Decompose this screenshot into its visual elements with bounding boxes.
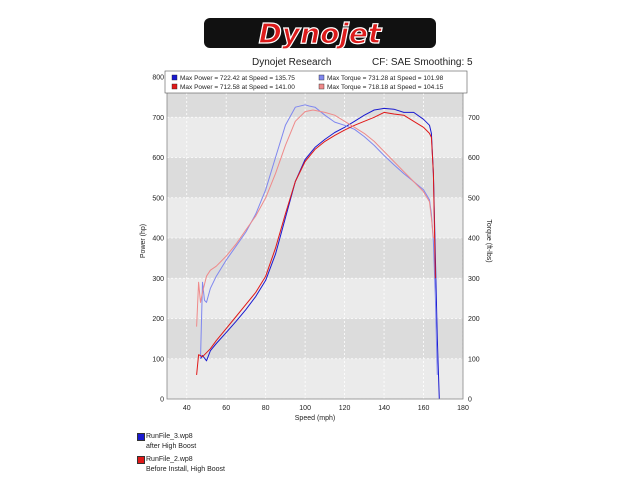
x-tick-label: 140 <box>378 405 390 412</box>
legend-swatch <box>171 83 178 90</box>
dynojet-logo: Dynojet <box>204 16 436 51</box>
series-line-1 <box>200 104 438 375</box>
tick-labels: 40 60 80 100 120 140 160 1800100200300400500600… <box>152 75 479 413</box>
legend: Max Power = 722.42 at Speed = 135.75 Max … <box>164 70 468 94</box>
run2-file-name: RunFile_2.wp8 <box>146 456 193 463</box>
legend-frame <box>164 70 468 94</box>
y-axis-label: Power (hp) <box>140 224 147 258</box>
y2-tick-label: 0 <box>468 397 472 404</box>
legend-entry: Max Torque = 731.28 at Speed = 101.98 <box>327 75 444 82</box>
y2-tick-label: 400 <box>468 236 480 243</box>
x-axis-label: Speed (mph) <box>295 415 335 422</box>
y-tick-label: 700 <box>152 115 164 122</box>
grid-band <box>167 238 463 279</box>
run3-file-name: RunFile_3.wp8 <box>146 433 193 440</box>
series-line-3 <box>196 109 434 327</box>
x-tick-label: 60 <box>222 405 230 412</box>
header-title: Dynojet Research <box>252 57 331 68</box>
y2-tick-label: 200 <box>468 316 480 323</box>
run2-swatch <box>137 456 145 464</box>
y-tick-label: 500 <box>152 195 164 202</box>
legend-swatch <box>171 74 178 81</box>
legend-entry: Max Power = 722.42 at Speed = 135.75 <box>180 75 295 82</box>
y2-axis-label: Torque (ft-lbs) <box>485 219 492 262</box>
logo-text: Dynojet <box>259 17 383 50</box>
x-tick-label: 120 <box>339 405 351 412</box>
legend-swatch <box>318 83 325 90</box>
run3-swatch <box>137 433 145 441</box>
run3-file-note: after High Boost <box>146 443 197 450</box>
grid-band <box>167 318 463 359</box>
x-tick-label: 160 <box>418 405 430 412</box>
y-tick-label: 600 <box>152 155 164 162</box>
dyno-chart: 40 60 80 100 120 140 160 1800100200300400500600… <box>140 57 492 422</box>
x-tick-label: 40 <box>183 405 191 412</box>
file-entry-run3: RunFile_3.wp8 after High Boost <box>137 432 337 455</box>
legend-entry: Max Power = 712.58 at Speed = 141.00 <box>180 84 295 91</box>
y2-tick-label: 100 <box>468 356 480 363</box>
y-tick-label: 300 <box>152 276 164 283</box>
y2-tick-label: 700 <box>468 115 480 122</box>
x-tick-label: 100 <box>299 405 311 412</box>
run2-file-note: Before Install, High Boost <box>146 466 225 473</box>
series-line-2 <box>196 111 436 375</box>
legend-entry: Max Torque = 718.18 at Speed = 104.15 <box>327 84 444 91</box>
y-tick-label: 200 <box>152 316 164 323</box>
logo-backdrop <box>204 18 436 48</box>
y2-tick-label: 300 <box>468 276 480 283</box>
x-tick-label: 180 <box>457 405 469 412</box>
y-tick-label: 0 <box>160 397 164 404</box>
y2-tick-label: 600 <box>468 155 480 162</box>
legend-swatch <box>318 74 325 81</box>
header-smoothing: CF: SAE Smoothing: 5 <box>372 57 473 68</box>
y-tick-label: 100 <box>152 356 164 363</box>
series-line-0 <box>200 107 440 400</box>
y-tick-label: 800 <box>152 75 164 82</box>
file-legend: RunFile_3.wp8 after High Boost RunFile_2… <box>137 432 337 478</box>
grid-band <box>167 157 463 198</box>
y-tick-label: 400 <box>152 236 164 243</box>
y2-tick-label: 500 <box>468 195 480 202</box>
x-tick-label: 80 <box>262 405 270 412</box>
series-layer <box>196 104 440 400</box>
file-entry-run2: RunFile_2.wp8 Before Install, High Boost <box>137 455 337 478</box>
